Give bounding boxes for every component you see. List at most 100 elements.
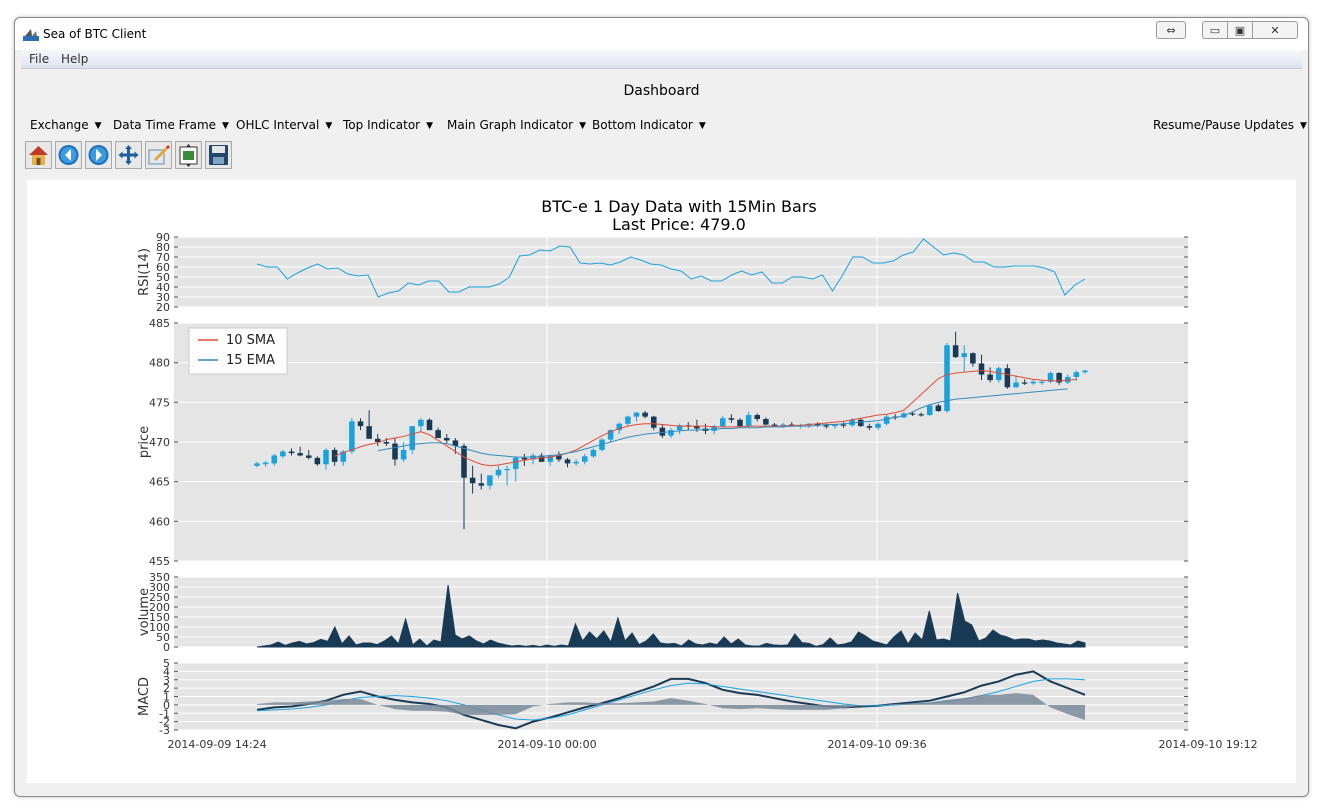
exchange-dropdown[interactable]: Exchange ▼ bbox=[30, 118, 102, 132]
top-indicator-dropdown[interactable]: Top Indicator ▼ bbox=[343, 118, 433, 132]
candle-body bbox=[1030, 381, 1037, 384]
dropdown-arrow-icon: ▼ bbox=[698, 121, 706, 131]
ohlc-interval-label: OHLC Interval bbox=[236, 118, 320, 132]
candle-body bbox=[564, 459, 571, 464]
rsi-ytick-label: 20 bbox=[156, 301, 170, 314]
candle-body bbox=[547, 455, 554, 462]
volume-plot-area bbox=[174, 577, 1188, 647]
candle-body bbox=[875, 423, 881, 428]
main-graph-indicator-dropdown[interactable]: Main Graph Indicator ▼ bbox=[447, 118, 586, 132]
rsi-plot-area bbox=[174, 237, 1188, 307]
configure-subplots-button[interactable] bbox=[175, 141, 202, 169]
candle-body bbox=[650, 416, 657, 428]
candle-body bbox=[857, 419, 864, 427]
macd-ytick-label: -3 bbox=[159, 724, 170, 737]
candle-body bbox=[1047, 372, 1054, 382]
dropdown-arrow-icon: ▼ bbox=[222, 121, 229, 131]
rsi-ytick-label: 70 bbox=[156, 251, 170, 264]
forward-button[interactable] bbox=[85, 141, 112, 169]
dropdown-arrow-icon: ▼ bbox=[325, 121, 333, 131]
candle-body bbox=[728, 418, 735, 420]
candle-body bbox=[305, 455, 312, 458]
forward-icon bbox=[88, 145, 109, 165]
resume-pause-label: Resume/Pause Updates bbox=[1153, 118, 1294, 132]
macd-ytick-label: 2 bbox=[163, 682, 170, 695]
volume-ytick-label: 100 bbox=[149, 621, 170, 634]
candle-body bbox=[909, 413, 916, 415]
candle-body bbox=[944, 345, 950, 412]
volume-ytick-label: 250 bbox=[149, 591, 170, 604]
ohlc-interval-dropdown[interactable]: OHLC Interval ▼ bbox=[236, 118, 332, 132]
macd-ytick-label: 3 bbox=[163, 674, 170, 687]
home-button[interactable] bbox=[25, 141, 52, 169]
candle-body bbox=[763, 418, 769, 425]
candle-body bbox=[616, 423, 623, 431]
menu-file[interactable]: File bbox=[29, 52, 50, 66]
zoom-button[interactable] bbox=[145, 141, 172, 169]
pan-button[interactable] bbox=[115, 141, 142, 169]
volume-area bbox=[256, 584, 1086, 648]
menu-bar: File Help bbox=[21, 50, 1302, 69]
candle-body bbox=[918, 414, 924, 416]
candle-body bbox=[495, 469, 502, 476]
candle-body bbox=[961, 353, 968, 358]
maximize-button[interactable]: ▣ bbox=[1227, 21, 1253, 39]
app-window: Sea of BTC Client ⇔ ▭ ▣ ✕ File Help Dash… bbox=[14, 17, 1309, 797]
candle-body bbox=[1056, 372, 1062, 383]
back-button[interactable] bbox=[55, 141, 82, 169]
price-ytick-label: 485 bbox=[149, 317, 170, 330]
rsi-ytick-label: 50 bbox=[156, 271, 170, 284]
macd-ytick-label: -2 bbox=[159, 716, 170, 729]
exchange-label: Exchange bbox=[30, 118, 89, 132]
candle-body bbox=[1004, 368, 1011, 388]
window-title: Sea of BTC Client bbox=[43, 27, 147, 41]
zoom-icon bbox=[148, 145, 170, 165]
candle-body bbox=[581, 456, 588, 462]
data-time-frame-dropdown[interactable]: Data Time Frame ▼ bbox=[113, 118, 229, 132]
candle-body bbox=[357, 421, 364, 427]
candle-body bbox=[323, 449, 329, 465]
back-icon bbox=[58, 145, 79, 165]
price-series-line-1 bbox=[377, 388, 1068, 458]
xtick-label: 2014-09-09 14:24 bbox=[167, 738, 266, 751]
price-legend: 10 SMA 15 EMA bbox=[188, 327, 288, 375]
figure-canvas: BTC-e 1 Day Data with 15Min Bars Last Pr… bbox=[27, 180, 1296, 783]
candle-body bbox=[926, 405, 933, 416]
candle-body bbox=[987, 374, 993, 381]
resume-pause-dropdown[interactable]: Resume/Pause Updates ▼ bbox=[1153, 118, 1307, 132]
rsi-ylabel: RSI(14) bbox=[137, 248, 152, 296]
candle-body bbox=[995, 368, 1002, 381]
volume-ytick-label: 300 bbox=[149, 581, 170, 594]
candle-body bbox=[297, 453, 303, 456]
candle-body bbox=[340, 451, 347, 462]
menu-help[interactable]: Help bbox=[61, 52, 89, 66]
dropdown-arrow-icon: ▼ bbox=[1299, 121, 1307, 131]
candle-body bbox=[711, 426, 717, 431]
price-ytick-label: 475 bbox=[149, 396, 170, 409]
candle-body bbox=[426, 419, 433, 431]
candle-body bbox=[262, 462, 269, 465]
chart-subtitle: Last Price: 479.0 bbox=[612, 215, 746, 234]
chart-title: BTC-e 1 Day Data with 15Min Bars bbox=[541, 197, 816, 216]
candle-body bbox=[504, 468, 510, 471]
candle-body bbox=[573, 461, 579, 464]
candle-body bbox=[392, 443, 398, 460]
macd-ylabel: MACD bbox=[137, 677, 152, 716]
rsi-series-line-0 bbox=[256, 238, 1086, 298]
candle-body bbox=[952, 345, 959, 358]
candle-body bbox=[461, 445, 467, 478]
legend-entry: 15 EMA bbox=[226, 353, 275, 368]
candle-body bbox=[409, 426, 416, 450]
save-button[interactable] bbox=[205, 141, 232, 169]
candle-body bbox=[754, 415, 761, 419]
special-window-button[interactable]: ⇔ bbox=[1156, 21, 1186, 39]
price-ytick-label: 480 bbox=[149, 357, 170, 370]
minimize-button[interactable]: ▭ bbox=[1202, 21, 1228, 39]
bottom-indicator-dropdown[interactable]: Bottom Indicator ▼ bbox=[592, 118, 706, 132]
dashboard-title: Dashboard bbox=[623, 83, 700, 99]
macd-series-line-0 bbox=[256, 670, 1086, 730]
candle-body bbox=[737, 419, 743, 427]
close-button[interactable]: ✕ bbox=[1252, 21, 1298, 39]
